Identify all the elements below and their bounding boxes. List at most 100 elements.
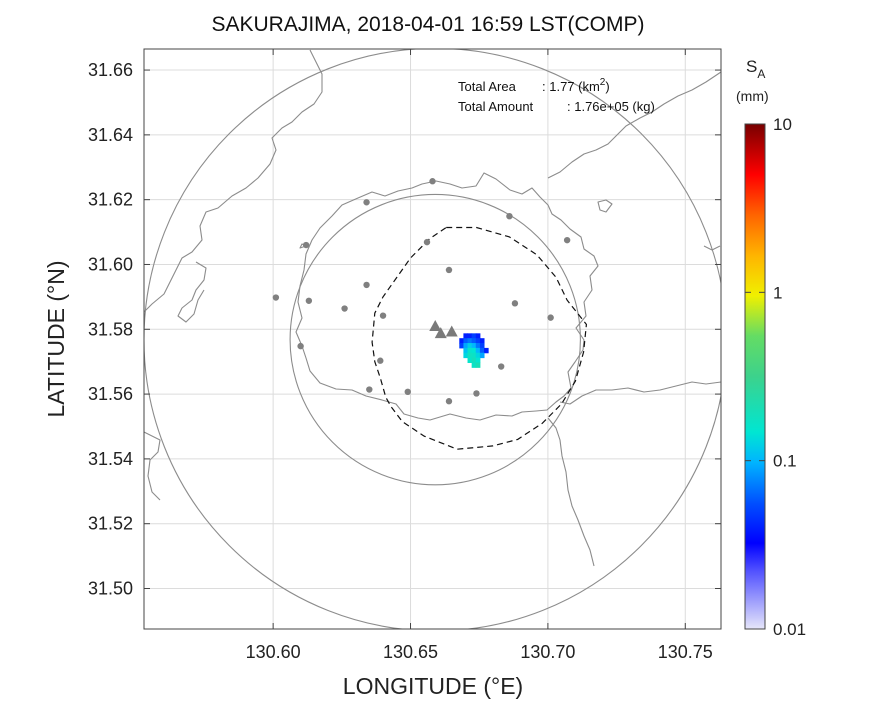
deposit-cell	[475, 352, 481, 359]
mainland-north-coast	[144, 49, 323, 313]
total-area-value: : 1.77 (km2)	[542, 77, 610, 94]
colorbar-ticks: 0.01 0.1 1 10	[745, 115, 806, 639]
stations	[272, 178, 571, 405]
deposit-cell	[467, 347, 473, 354]
chart-title: SAKURAJIMA, 2018-04-01 16:59 LST(COMP)	[211, 13, 644, 36]
x-tick-label: 130.75	[658, 642, 713, 662]
station-marker	[445, 266, 453, 274]
west-islet	[177, 261, 207, 323]
y-tick-label: 31.62	[88, 190, 133, 210]
deposit-cell	[467, 333, 473, 339]
deposit-cell	[463, 347, 469, 354]
station-marker	[363, 281, 370, 289]
deposit-cell	[467, 343, 473, 349]
deposit-cell	[463, 338, 469, 344]
deposit-cell	[479, 338, 485, 344]
deposit-cell	[475, 338, 481, 344]
total-area-label: Total Area	[458, 79, 517, 94]
deposit-cell	[467, 352, 473, 359]
vent-marker	[429, 320, 442, 332]
west-shore	[144, 431, 161, 501]
y-tick-label: 31.54	[88, 449, 133, 469]
y-axis-ticks: 31.50 31.52 31.54 31.56 31.58 31.60 31.62 31.64…	[88, 60, 721, 598]
station-marker	[302, 241, 310, 249]
y-tick-label: 31.56	[88, 384, 133, 404]
deposit-cell	[471, 362, 477, 368]
ash-deposit	[459, 333, 489, 368]
x-tick-label: 130.70	[520, 642, 575, 662]
vent-marker	[434, 327, 447, 339]
mainland-northeast-coast	[547, 71, 721, 179]
station-marker	[506, 212, 513, 220]
station-marker	[423, 238, 431, 246]
x-tick-label: 130.60	[246, 642, 301, 662]
x-axis-ticks: 130.60 130.65 130.70 130.75	[246, 49, 713, 662]
deposit-cell	[479, 347, 485, 354]
colorbar: SA (mm) 0.01 0.1 1 10	[736, 57, 806, 639]
colorbar-label-main: S	[746, 57, 757, 76]
vent-marker	[445, 325, 458, 337]
deposit-cell	[459, 338, 464, 344]
station-marker	[363, 199, 370, 206]
total-area-close: )	[605, 79, 609, 94]
total-amount-value: : 1.76e+05 (kg)	[567, 99, 655, 114]
deposit-cell	[467, 357, 473, 363]
colorbar-tick-label: 10	[773, 115, 792, 134]
x-tick-label: 130.65	[383, 642, 438, 662]
deposit-cell	[467, 338, 473, 344]
y-tick-label: 31.50	[88, 578, 133, 598]
station-marker	[429, 178, 436, 185]
station-marker	[547, 314, 554, 321]
station-marker	[377, 357, 384, 364]
range-circles	[144, 49, 721, 629]
kagoshima-bay-east-coast	[597, 199, 613, 213]
deposit-cell	[475, 357, 481, 363]
vents	[429, 320, 458, 339]
station-marker	[404, 388, 411, 396]
deposit-cell	[479, 352, 485, 359]
colorbar-unit: (mm)	[736, 88, 769, 104]
station-marker	[272, 294, 280, 301]
total-area-superscript: 2	[600, 77, 606, 88]
annotation: Total Area : 1.77 (km2) Total Amount : 1…	[458, 77, 655, 114]
deposit-cell	[471, 338, 477, 344]
plot-area	[143, 48, 722, 630]
plot-background	[144, 49, 721, 629]
deposit-cell	[471, 357, 477, 363]
station-marker	[563, 236, 571, 244]
colorbar-tick-label: 0.01	[773, 620, 806, 639]
colorbar-label: SA	[746, 57, 765, 81]
deposit-cell	[484, 347, 489, 354]
deposit-cell	[463, 333, 469, 339]
colorbar-label-sub: A	[757, 67, 765, 81]
colorbar-tick-label: 1	[773, 283, 782, 302]
osumi-peninsula-coast	[559, 381, 721, 405]
station-marker	[366, 386, 373, 393]
deposit-cell	[471, 352, 477, 359]
deposit-cell	[475, 343, 481, 349]
deposit-cell	[479, 343, 485, 349]
colorbar-gradient	[744, 123, 766, 630]
deposit-cell	[471, 347, 477, 354]
coastline	[144, 49, 721, 567]
deposit-cell	[459, 343, 464, 349]
plot-frame	[143, 48, 722, 630]
station-marker	[305, 297, 313, 304]
y-tick-label: 31.60	[88, 254, 133, 274]
total-amount-label: Total Amount	[458, 99, 534, 114]
range-circle	[289, 193, 581, 486]
deposit-cell	[475, 333, 481, 339]
y-tick-label: 31.58	[88, 319, 133, 339]
deposit-cell	[471, 333, 477, 339]
y-axis-label: LATITUDE (°N)	[43, 261, 69, 418]
station-marker	[497, 363, 505, 370]
deposit-cell	[463, 343, 469, 349]
station-marker	[297, 342, 304, 350]
y-tick-label: 31.66	[88, 60, 133, 80]
station-marker	[473, 390, 480, 397]
dashed-boundary	[371, 226, 588, 450]
deposit-cell	[475, 362, 481, 368]
station-marker	[511, 300, 519, 307]
